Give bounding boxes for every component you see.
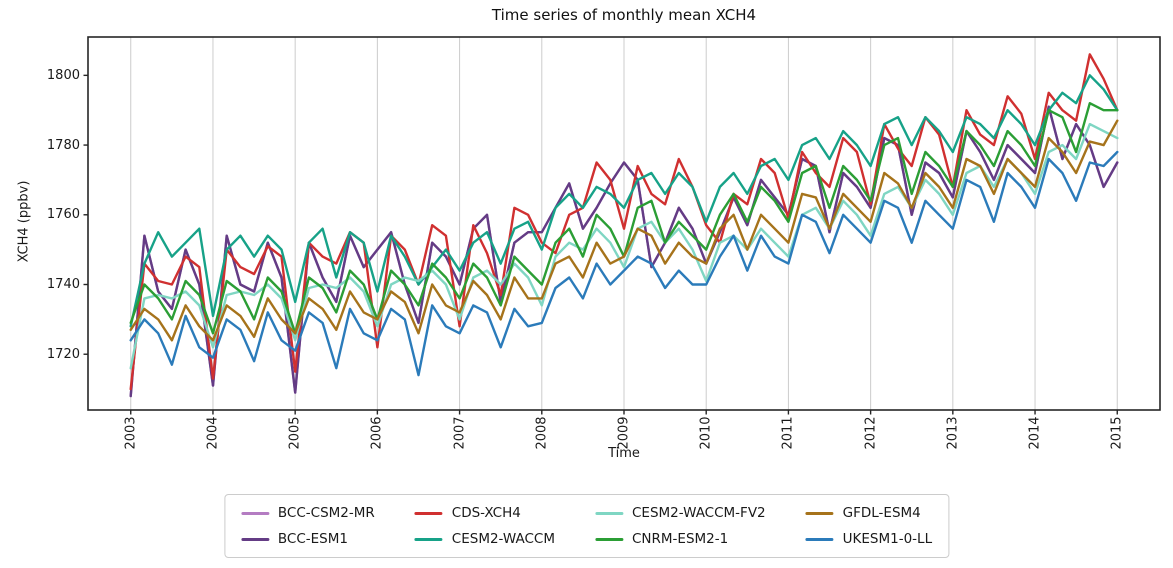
legend-item-CESM2-WACCM: CESM2-WACCM: [414, 529, 555, 549]
chart-title: Time series of monthly mean XCH4: [491, 6, 757, 24]
legend-label: UKESM1-0-LL: [842, 531, 933, 547]
series-line-CESM2-WACCM: [129, 74, 1119, 328]
series-line-BCC-ESM1: [129, 105, 1119, 398]
x-tick-label: 2005: [287, 416, 303, 450]
legend-label: CESM2-WACCM-FV2: [631, 505, 766, 521]
y-tick-label: 1760: [46, 207, 80, 223]
legend-label: CDS-XCH4: [451, 505, 521, 521]
legend-item-GFDL-ESM4: GFDL-ESM4: [805, 503, 932, 523]
legend-line-swatch: [414, 511, 443, 515]
x-tick-label: 2011: [780, 416, 796, 450]
y-tick-label: 1740: [46, 277, 80, 292]
legend-item-CDS-XCH4: CDS-XCH4: [414, 503, 555, 523]
legend-line-swatch: [805, 537, 834, 541]
x-tick-label: 2008: [534, 416, 550, 450]
series-line-GFDL-ESM4: [129, 119, 1119, 342]
series-line-CESM2-WACCM-FV2: [129, 122, 1119, 370]
legend: BCC-CSM2-MR BCC-ESM1 CDS-XCH4 CESM2-WACCM CE…: [223, 494, 950, 558]
legend-label: CNRM-ESM2-1: [631, 531, 729, 547]
legend-item-CESM2-WACCM-FV2: CESM2-WACCM-FV2: [594, 503, 766, 523]
y-tick-label: 1780: [46, 137, 80, 153]
legend-item-CNRM-ESM2-1: CNRM-ESM2-1: [594, 529, 766, 549]
x-tick-label: 2012: [863, 416, 879, 450]
legend-line-swatch: [240, 511, 269, 515]
legend-line-swatch: [594, 537, 623, 541]
legend-label: BCC-CSM2-MR: [277, 505, 375, 521]
series-line-UKESM1-0-LL: [129, 150, 1119, 377]
x-tick-label: 2007: [452, 416, 468, 450]
x-tick-label: 2009: [616, 416, 632, 450]
legend-line-swatch: [240, 537, 269, 541]
y-axis-label: XCH4 (ppbv): [16, 180, 32, 263]
x-axis-label: Time: [608, 446, 640, 461]
x-tick-label: 2010: [698, 416, 714, 450]
legend-label: CESM2-WACCM: [451, 531, 555, 547]
legend-item-BCC-CSM2-MR: BCC-CSM2-MR: [240, 503, 375, 523]
legend-line-swatch: [594, 511, 623, 515]
legend-line-swatch: [805, 511, 834, 515]
x-tick-label: 2014: [1027, 416, 1043, 450]
x-tick-label: 2004: [205, 416, 221, 450]
plot-border: [87, 36, 1161, 411]
x-tick-label: 2013: [945, 416, 961, 450]
x-tick-label: 2006: [369, 416, 385, 450]
legend-label: BCC-ESM1: [277, 531, 348, 547]
x-tick-label: 2003: [123, 416, 139, 450]
legend-line-swatch: [414, 537, 443, 541]
legend-label: GFDL-ESM4: [842, 505, 921, 521]
y-tick-label: 1800: [46, 67, 80, 83]
x-tick-label: 2015: [1109, 416, 1125, 450]
legend-item-BCC-ESM1: BCC-ESM1: [240, 529, 375, 549]
y-tick-label: 1720: [46, 346, 80, 362]
legend-item-UKESM1-0-LL: UKESM1-0-LL: [805, 529, 933, 549]
